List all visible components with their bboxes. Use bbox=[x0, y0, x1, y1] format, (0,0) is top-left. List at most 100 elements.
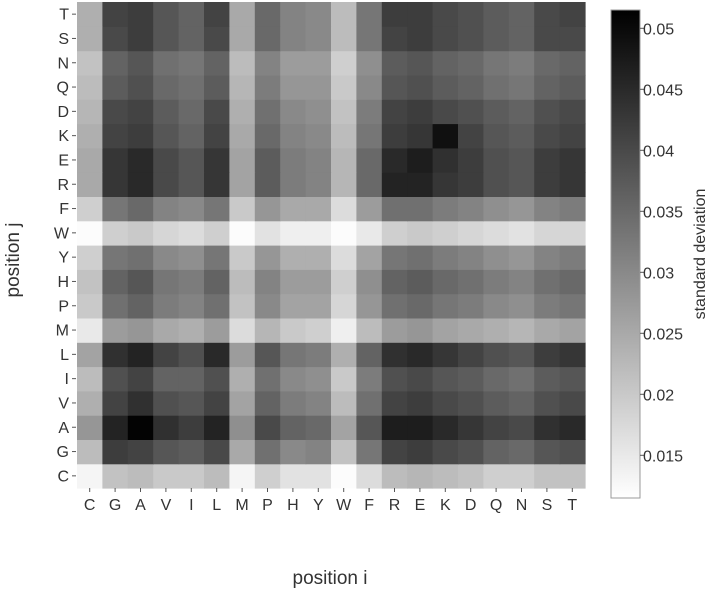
heatmap-cell-A-F bbox=[356, 415, 383, 440]
heatmap-cell-I-Q bbox=[483, 366, 510, 392]
heatmap-cell-D-I bbox=[178, 99, 205, 125]
x-tick-label-W: W bbox=[336, 497, 352, 514]
heatmap-cell-H-R bbox=[381, 269, 408, 295]
heatmap-cell-C-S bbox=[534, 463, 561, 489]
heatmap-cell-I-Y bbox=[305, 366, 332, 392]
heatmap-cell-Q-S bbox=[534, 74, 561, 100]
heatmap-cell-G-A bbox=[127, 439, 154, 465]
heatmap-cell-P-T bbox=[559, 293, 586, 319]
heatmap-cell-T-A bbox=[127, 2, 154, 27]
heatmap-cell-T-F bbox=[356, 2, 383, 27]
heatmap-cell-M-Q bbox=[483, 317, 510, 343]
heatmap-cell-I-L bbox=[204, 366, 230, 392]
heatmap-cell-E-G bbox=[102, 147, 129, 173]
heatmap-cell-Q-Y bbox=[305, 74, 332, 100]
heatmap-cell-L-P bbox=[254, 342, 281, 368]
heatmap-cell-V-W bbox=[331, 390, 357, 416]
heatmap-cell-N-Y bbox=[305, 50, 332, 76]
heatmap-cell-I-M bbox=[229, 366, 256, 392]
heatmap-cell-M-T bbox=[559, 317, 586, 343]
heatmap-cell-T-Y bbox=[305, 2, 332, 27]
heatmap-cell-P-D bbox=[458, 293, 484, 319]
x-tick-label-M: M bbox=[235, 497, 248, 514]
heatmap-cell-W-A bbox=[127, 220, 154, 246]
heatmap-cell-V-F bbox=[356, 390, 383, 416]
heatmap-cell-N-H bbox=[280, 50, 307, 76]
heatmap-cell-M-W bbox=[331, 317, 357, 343]
colorbar-title: standard deviation bbox=[692, 189, 709, 320]
heatmap-cell-A-H bbox=[280, 415, 307, 440]
heatmap-cell-N-S bbox=[534, 50, 561, 76]
heatmap-cell-C-Y bbox=[305, 463, 332, 489]
x-tick-label-T: T bbox=[567, 497, 577, 514]
heatmap-cell-R-F bbox=[356, 172, 383, 197]
heatmap-cell-C-W bbox=[331, 463, 357, 489]
heatmap-cell-P-Q bbox=[483, 293, 510, 319]
heatmap-cell-P-V bbox=[153, 293, 180, 319]
heatmap-cell-I-G bbox=[102, 366, 129, 392]
x-tick-label-Q: Q bbox=[490, 497, 502, 514]
heatmap-cell-I-V bbox=[153, 366, 180, 392]
heatmap-cell-I-W bbox=[331, 366, 357, 392]
heatmap-cell-N-A bbox=[127, 50, 154, 76]
heatmap-cell-W-D bbox=[458, 220, 484, 246]
heatmap-cell-S-D bbox=[458, 26, 484, 52]
heatmap-cell-D-E bbox=[407, 99, 434, 125]
heatmap-cell-M-R bbox=[381, 317, 408, 343]
heatmap-cell-I-P bbox=[254, 366, 281, 392]
heatmap-cell-H-P bbox=[254, 269, 281, 295]
heatmap-cell-D-Q bbox=[483, 99, 510, 125]
heatmap-cell-L-E bbox=[407, 342, 434, 368]
heatmap-cell-W-R bbox=[381, 220, 408, 246]
heatmap-cell-V-Y bbox=[305, 390, 332, 416]
heatmap-cell-L-V bbox=[153, 342, 180, 368]
heatmap-cell-C-D bbox=[458, 463, 484, 489]
heatmap-cell-R-Q bbox=[483, 172, 510, 197]
heatmap-cell-N-T bbox=[559, 50, 586, 76]
heatmap-cell-N-F bbox=[356, 50, 383, 76]
heatmap-cell-G-I bbox=[178, 439, 205, 465]
heatmap-cell-W-I bbox=[178, 220, 205, 246]
heatmap-cell-T-N bbox=[508, 2, 535, 27]
heatmap-cell-F-G bbox=[102, 196, 129, 222]
heatmap-cell-Q-F bbox=[356, 74, 383, 100]
heatmap-cell-F-H bbox=[280, 196, 307, 222]
heatmap-cell-L-C bbox=[77, 342, 103, 368]
heatmap-cell-P-G bbox=[102, 293, 129, 319]
heatmap-cell-R-M bbox=[229, 172, 256, 197]
heatmap-cell-T-S bbox=[534, 2, 561, 27]
heatmap-cell-A-C bbox=[77, 415, 103, 440]
heatmap-cell-M-V bbox=[153, 317, 180, 343]
heatmap-cell-R-T bbox=[559, 172, 586, 197]
heatmap-cell-M-Y bbox=[305, 317, 332, 343]
heatmap-cell-W-L bbox=[204, 220, 230, 246]
heatmap-cell-M-E bbox=[407, 317, 434, 343]
heatmap-cell-D-N bbox=[508, 99, 535, 125]
heatmap-cell-D-K bbox=[432, 99, 459, 125]
heatmap-cell-E-C bbox=[77, 147, 103, 173]
heatmap-cell-V-I bbox=[178, 390, 205, 416]
heatmap-cell-G-L bbox=[204, 439, 230, 465]
heatmap-cell-Q-P bbox=[254, 74, 281, 100]
heatmap-cell-R-I bbox=[178, 172, 205, 197]
heatmap-cell-K-G bbox=[102, 123, 129, 149]
x-tick-label-P: P bbox=[262, 497, 273, 514]
heatmap-cell-P-R bbox=[381, 293, 408, 319]
heatmap-cell-K-Q bbox=[483, 123, 510, 149]
heatmap-cell-S-E bbox=[407, 26, 434, 52]
x-tick-label-I: I bbox=[189, 497, 193, 514]
heatmap-cell-C-V bbox=[153, 463, 180, 489]
y-tick-label-P: P bbox=[58, 298, 69, 315]
heatmap-cell-L-I bbox=[178, 342, 205, 368]
x-tick-label-S: S bbox=[542, 497, 553, 514]
y-axis-title: position j bbox=[3, 223, 24, 298]
heatmap-cell-Q-T bbox=[559, 74, 586, 100]
heatmap-cell-P-Y bbox=[305, 293, 332, 319]
heatmap-cell-F-Q bbox=[483, 196, 510, 222]
heatmap-cell-H-M bbox=[229, 269, 256, 295]
heatmap-cell-E-P bbox=[254, 147, 281, 173]
heatmap-cell-M-L bbox=[204, 317, 230, 343]
heatmap-cell-M-A bbox=[127, 317, 154, 343]
heatmap-cell-Y-E bbox=[407, 245, 434, 270]
